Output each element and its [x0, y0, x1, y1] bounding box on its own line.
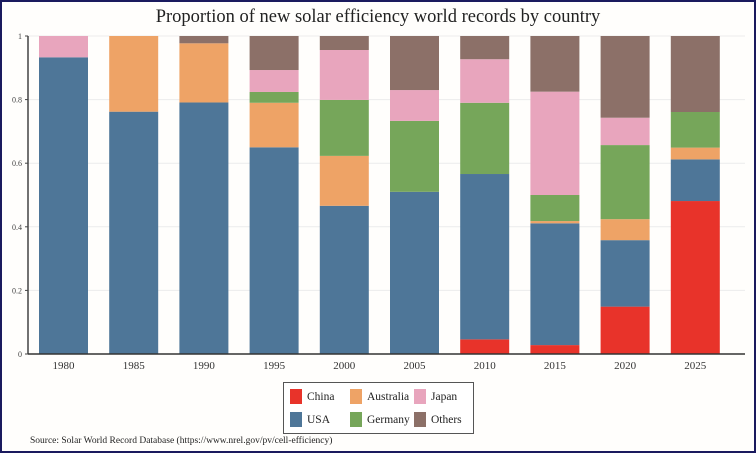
bar-australia-1990: [179, 43, 229, 103]
x-tick-label: 1995: [263, 360, 286, 372]
bar-usa-2010: [460, 174, 510, 340]
x-tick-label: 2010: [474, 360, 497, 372]
legend-swatch: [350, 389, 362, 404]
bar-china-2025: [670, 201, 720, 354]
bar-australia-2000: [319, 155, 369, 206]
legend-label: Japan: [431, 390, 458, 403]
bar-usa-1980: [39, 57, 88, 354]
legend-swatch: [290, 389, 302, 404]
legend-label: Germany: [367, 413, 410, 426]
bar-australia-2015: [530, 221, 580, 224]
x-tick-label: 2025: [684, 360, 707, 372]
bar-australia-2025: [670, 147, 720, 160]
bar-germany-1995: [249, 91, 299, 103]
bar-australia-1995: [249, 102, 299, 148]
bar-japan-1980: [39, 36, 88, 58]
legend-swatch: [414, 412, 426, 427]
bar-japan-2010: [460, 59, 510, 103]
bar-others-1995: [249, 36, 299, 71]
bar-others-2000: [319, 36, 369, 50]
bar-others-2005: [390, 36, 439, 91]
bar-others-2020: [600, 36, 650, 118]
bar-usa-2025: [670, 159, 720, 202]
bar-japan-2015: [530, 91, 580, 195]
y-tick-label: 0.4: [12, 223, 22, 232]
y-tick-label: 0.2: [12, 286, 22, 295]
legend-item-usa: USA: [290, 412, 330, 427]
legend-swatch: [350, 412, 362, 427]
legend-item-australia: Australia: [350, 389, 409, 404]
bar-germany-2025: [670, 112, 720, 148]
legend: China Australia Japan USA Germany Others: [283, 382, 474, 434]
y-tick-label: 1: [18, 32, 22, 41]
bar-germany-2015: [530, 195, 580, 222]
bar-australia-1985: [109, 36, 159, 112]
legend-label: China: [307, 390, 335, 403]
legend-item-germany: Germany: [350, 412, 410, 427]
bar-others-1990: [179, 36, 229, 44]
bar-others-2015: [530, 36, 580, 92]
x-tick-label: 1985: [123, 360, 146, 372]
bar-japan-1995: [249, 70, 299, 92]
legend-item-others: Others: [414, 412, 462, 427]
legend-swatch: [290, 412, 302, 427]
bar-usa-2015: [530, 223, 580, 346]
bar-germany-2000: [319, 99, 369, 156]
legend-swatch: [414, 389, 426, 404]
legend-label: USA: [307, 413, 331, 426]
bar-others-2010: [460, 36, 510, 60]
x-tick-label: 1980: [53, 360, 76, 372]
bar-china-2020: [600, 306, 650, 354]
bar-japan-2020: [600, 117, 650, 146]
bar-usa-2000: [319, 205, 369, 354]
bar-usa-1995: [249, 147, 299, 354]
y-tick-label: 0.8: [12, 96, 22, 105]
bar-usa-2020: [600, 240, 650, 307]
bar-germany-2020: [600, 145, 650, 220]
legend-label: Australia: [367, 390, 410, 403]
legend-label: Others: [431, 413, 462, 426]
bar-china-2010: [460, 339, 510, 354]
x-tick-label: 2000: [333, 360, 356, 372]
bar-usa-2005: [390, 191, 439, 354]
bar-others-2025: [670, 36, 720, 113]
y-tick-label: 0.6: [12, 159, 22, 168]
bar-germany-2010: [460, 102, 510, 175]
x-tick-label: 1990: [193, 360, 216, 372]
x-tick-label: 2015: [544, 360, 567, 372]
source-note: Source: Solar World Record Database (htt…: [30, 436, 333, 446]
legend-item-japan: Japan: [414, 389, 457, 404]
bar-germany-2005: [390, 120, 439, 192]
legend-item-china: China: [290, 389, 334, 404]
x-tick-label: 2020: [614, 360, 637, 372]
bar-usa-1990: [179, 102, 229, 354]
bar-japan-2000: [319, 49, 369, 100]
bar-australia-2020: [600, 219, 650, 241]
y-tick-label: 0: [18, 350, 22, 359]
bar-usa-1985: [109, 111, 159, 355]
chart-title: Proportion of new solar efficiency world…: [155, 7, 601, 27]
bar-japan-2005: [390, 90, 439, 121]
bar-china-2015: [530, 345, 580, 354]
x-tick-label: 2005: [404, 360, 427, 372]
